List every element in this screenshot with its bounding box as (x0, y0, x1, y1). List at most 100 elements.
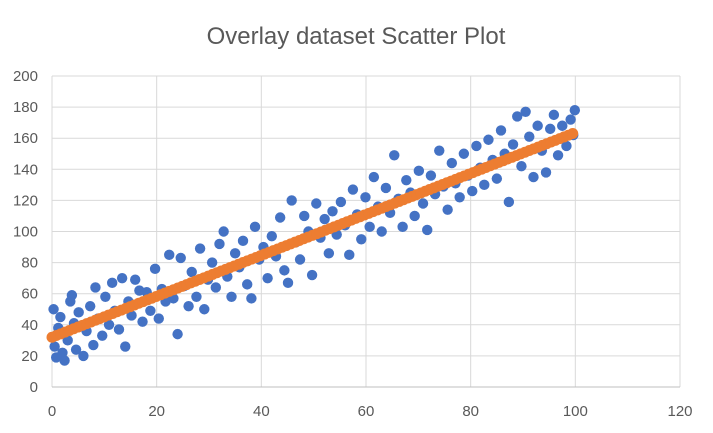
y-tick-label-8: 160 (13, 130, 38, 147)
data-point-79 (327, 206, 338, 217)
data-point-24 (113, 324, 125, 335)
y-tick-label-9: 180 (13, 99, 38, 116)
data-point-71 (294, 254, 306, 265)
x-tick-label-0: 0 (48, 403, 56, 420)
data-point-11 (70, 344, 82, 355)
data-point-19 (97, 330, 108, 341)
data-point-114 (471, 140, 482, 152)
data-point-47 (199, 304, 210, 315)
data-point-49 (206, 257, 218, 268)
x-tick-label-5: 100 (563, 403, 588, 420)
data-point-128 (528, 171, 539, 183)
data-point-108 (446, 157, 458, 169)
data-point-136 (561, 140, 572, 152)
data-point-131 (540, 167, 552, 178)
data-point-88 (364, 221, 375, 233)
data-point-135 (557, 120, 568, 131)
data-point-77 (319, 213, 330, 225)
data-point-15 (85, 300, 96, 312)
data-point-89 (368, 171, 380, 183)
data-point-116 (479, 179, 490, 191)
data-point-34 (149, 263, 161, 275)
data-point-29 (130, 274, 141, 285)
data-point-9 (66, 290, 78, 301)
data-point-12 (73, 307, 84, 318)
data-point-0 (48, 304, 59, 315)
data-point-40 (172, 328, 183, 340)
y-tick-label-10: 200 (13, 68, 38, 85)
data-point-43 (183, 300, 194, 312)
data-point-75 (311, 198, 322, 209)
data-point-51 (214, 238, 225, 250)
data-point-55 (229, 248, 241, 259)
y-tick-label-4: 80 (21, 255, 38, 272)
data-point-21 (103, 319, 115, 330)
data-point-84 (347, 184, 359, 195)
data-point-102 (422, 224, 433, 236)
data-point-101 (417, 198, 429, 209)
x-tick-label-4: 80 (462, 403, 479, 420)
y-tick-label-3: 60 (21, 286, 38, 303)
data-point-111 (458, 148, 470, 159)
data-point-137 (565, 114, 576, 125)
data-point-6 (59, 355, 70, 366)
y-tick-label-1: 20 (21, 348, 38, 365)
data-point-31 (137, 316, 148, 327)
fit-point-120 (567, 128, 579, 140)
data-point-16 (88, 339, 99, 351)
x-tick-label-3: 60 (358, 403, 375, 420)
data-point-4 (55, 311, 66, 323)
data-point-41 (175, 252, 186, 264)
data-point-22 (106, 277, 118, 289)
y-tick-label-6: 120 (13, 192, 38, 209)
gridlines (51, 75, 681, 387)
data-point-120 (495, 125, 507, 136)
data-point-78 (323, 248, 335, 259)
data-point-46 (194, 243, 206, 254)
x-tick-label-1: 20 (148, 403, 165, 420)
data-point-74 (306, 269, 318, 281)
data-point-123 (507, 139, 519, 150)
data-point-50 (210, 282, 222, 293)
data-point-54 (226, 291, 237, 303)
data-point-52 (218, 226, 229, 237)
data-point-72 (299, 210, 310, 222)
data-point-87 (360, 192, 371, 203)
data-point-63 (262, 272, 273, 284)
data-point-105 (434, 145, 445, 156)
data-point-113 (467, 185, 478, 197)
data-point-94 (389, 150, 400, 161)
chart-title: Overlay dataset Scatter Plot (207, 23, 506, 50)
data-point-33 (145, 305, 156, 317)
data-point-133 (548, 109, 560, 121)
data-point-110 (454, 192, 465, 203)
data-point-134 (552, 150, 564, 161)
data-point-59 (246, 293, 257, 304)
data-point-125 (516, 160, 527, 172)
data-point-44 (186, 266, 197, 278)
x-tick-label-2: 40 (253, 403, 270, 420)
data-point-64 (266, 230, 277, 242)
data-point-69 (286, 195, 297, 206)
data-point-13 (78, 350, 89, 362)
data-point-96 (397, 221, 408, 233)
data-point-35 (153, 313, 164, 324)
data-point-129 (532, 120, 543, 131)
series-orange-fit (46, 128, 579, 343)
data-point-124 (512, 111, 523, 122)
y-tick-label-2: 40 (21, 317, 38, 334)
data-point-68 (282, 277, 294, 289)
data-point-86 (356, 234, 367, 245)
data-point-17 (90, 282, 101, 293)
data-point-132 (545, 123, 556, 135)
data-point-107 (442, 204, 453, 215)
data-point-127 (524, 131, 535, 142)
data-point-126 (520, 106, 531, 117)
data-point-117 (483, 134, 494, 145)
data-point-81 (335, 196, 347, 208)
data-point-60 (249, 221, 261, 233)
data-point-139 (569, 105, 581, 116)
data-point-99 (409, 210, 420, 222)
